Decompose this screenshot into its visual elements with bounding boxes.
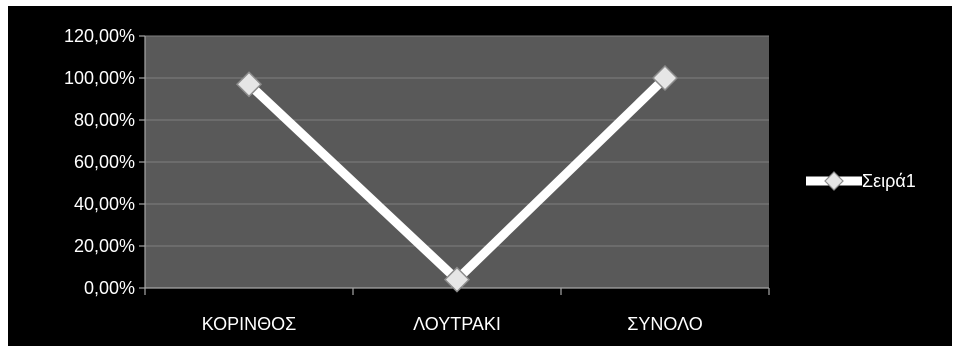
y-tick-label-5: 100,00% (64, 68, 135, 88)
legend-label-0: Σειρά1 (862, 171, 916, 191)
data-point-0-0 (235, 71, 263, 98)
data-point-0-2 (651, 64, 679, 92)
x-axis-tick-labels: ΚΟΡΙΝΘΟΣ ΛΟΥΤΡΑΚΙ ΣΥΝΟΛΟ (202, 314, 703, 334)
y-tick-label-6: 120,00% (64, 26, 135, 46)
y-tick-label-2: 40,00% (74, 194, 135, 214)
y-tick-label-3: 60,00% (74, 152, 135, 172)
x-tick-label-2: ΣΥΝΟΛΟ (627, 314, 702, 334)
y-tick-label-1: 20,00% (74, 236, 135, 256)
legend: Σειρά1 (806, 171, 916, 191)
y-tick-label-0: 0,00% (84, 278, 135, 298)
x-tick-label-0: ΚΟΡΙΝΘΟΣ (202, 314, 297, 334)
legend-marker-0 (824, 171, 844, 191)
y-tick-label-4: 80,00% (74, 110, 135, 130)
series-group (235, 64, 679, 293)
x-tick-label-1: ΛΟΥΤΡΑΚΙ (413, 314, 501, 334)
y-axis-tick-labels: 0,00% 20,00% 40,00% 60,00% 80,00% 100,00% 120,… (64, 26, 135, 298)
data-point-0-1 (443, 266, 471, 293)
